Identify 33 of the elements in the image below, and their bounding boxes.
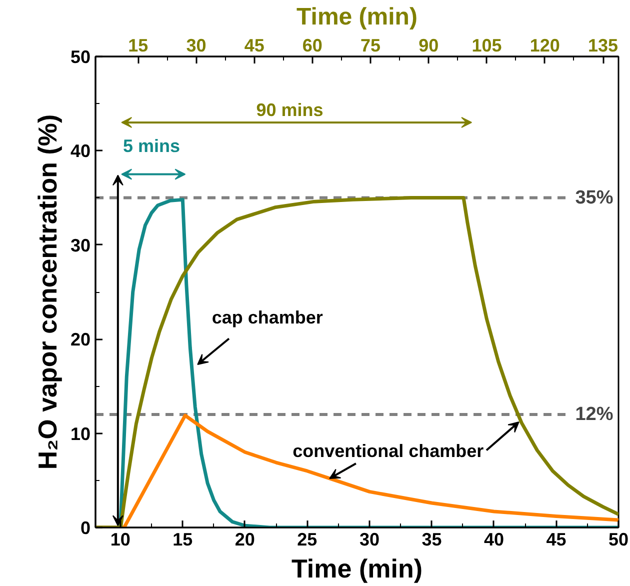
- annotation: conventional chamber: [292, 441, 484, 462]
- x2-axis-title: Time (min): [296, 4, 418, 30]
- annotation: cap chamber: [212, 307, 323, 328]
- x-tick-label: 45: [546, 530, 566, 550]
- y-tick-label: 30: [70, 235, 91, 256]
- y-tick-label: 50: [70, 47, 91, 67]
- x2-tick-label: 90: [418, 36, 439, 56]
- x2-tick-label: 105: [472, 36, 502, 56]
- y-tick-label: 40: [70, 141, 91, 162]
- x2-tick-label: 120: [530, 36, 560, 56]
- x-tick-label: 20: [234, 530, 255, 550]
- x2-tick-label: 75: [360, 36, 381, 56]
- annotation: 90 mins: [256, 100, 324, 120]
- ref-line-label: 12%: [575, 404, 614, 425]
- annotation: 5 mins: [123, 136, 180, 156]
- y-tick-label: 20: [70, 330, 91, 350]
- y-tick-label: 10: [70, 424, 91, 444]
- y-tick-label: 0: [80, 518, 91, 538]
- x-tick-label: 35: [422, 530, 442, 550]
- x2-tick-label: 15: [128, 36, 148, 56]
- x2-tick-label: 45: [244, 36, 264, 56]
- x-tick-label: 40: [484, 530, 504, 550]
- x2-tick-label: 135: [588, 36, 618, 56]
- x-axis-title: Time (min): [292, 554, 422, 584]
- ref-line-label: 35%: [575, 187, 614, 208]
- x-tick-label: 50: [608, 530, 629, 550]
- x-tick-label: 15: [172, 530, 193, 550]
- y-axis-title: H₂O vapor concentration (%): [32, 114, 62, 470]
- x2-tick-label: 60: [302, 36, 322, 56]
- x-tick-label: 30: [359, 530, 380, 550]
- x-tick-label: 25: [297, 530, 318, 550]
- x-tick-label: 10: [110, 530, 130, 550]
- x2-tick-label: 30: [186, 36, 206, 56]
